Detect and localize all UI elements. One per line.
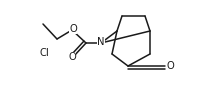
Text: Cl: Cl <box>39 48 49 58</box>
Text: N: N <box>97 37 105 47</box>
Text: O: O <box>68 52 76 62</box>
Text: O: O <box>166 61 174 71</box>
Text: O: O <box>69 24 77 34</box>
